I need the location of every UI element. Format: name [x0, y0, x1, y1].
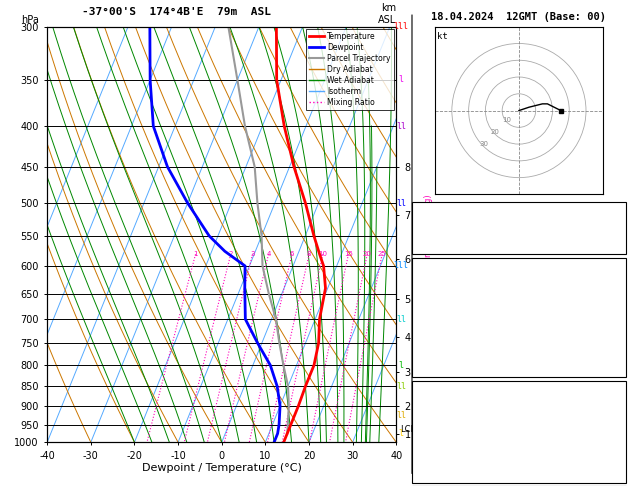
Text: Totals Totals: Totals Totals	[416, 221, 492, 231]
Text: ll: ll	[396, 199, 406, 208]
Text: 311: 311	[604, 310, 622, 320]
Text: © weatheronline.co.uk: © weatheronline.co.uk	[467, 471, 571, 480]
Text: 975: 975	[604, 399, 622, 410]
Text: lll: lll	[394, 22, 409, 31]
Text: Temp (°C): Temp (°C)	[416, 277, 469, 287]
Text: 2: 2	[228, 251, 233, 257]
X-axis label: Dewpoint / Temperature (°C): Dewpoint / Temperature (°C)	[142, 463, 302, 473]
Text: ll: ll	[396, 411, 406, 420]
Text: 2.24: 2.24	[599, 237, 622, 247]
Text: CAPE (J): CAPE (J)	[416, 343, 463, 353]
Text: l: l	[399, 75, 404, 85]
Text: ll: ll	[396, 382, 406, 391]
Text: PW (cm): PW (cm)	[416, 237, 457, 247]
Text: CIN (J): CIN (J)	[416, 466, 457, 476]
Text: Surface: Surface	[498, 260, 540, 271]
Text: Pressure (mb): Pressure (mb)	[416, 399, 492, 410]
Text: 30: 30	[479, 141, 488, 147]
Text: 12: 12	[610, 294, 622, 304]
Text: CIN (J): CIN (J)	[416, 360, 457, 370]
Text: lll: lll	[394, 261, 409, 270]
Text: 25: 25	[378, 251, 386, 257]
Text: K: K	[416, 204, 421, 214]
Text: 3: 3	[250, 251, 255, 257]
Text: Mixing Ratio (g/kg): Mixing Ratio (g/kg)	[424, 195, 433, 274]
Text: l: l	[399, 429, 404, 438]
Text: 0: 0	[616, 360, 622, 370]
Text: -37°00'S  174°4B'E  79m  ASL: -37°00'S 174°4B'E 79m ASL	[82, 7, 270, 17]
Legend: Temperature, Dewpoint, Parcel Trajectory, Dry Adiabat, Wet Adiabat, Isotherm, Mi: Temperature, Dewpoint, Parcel Trajectory…	[306, 29, 394, 109]
Text: 0: 0	[616, 466, 622, 476]
Text: Lifted Index: Lifted Index	[416, 433, 486, 443]
Text: Dewp (°C): Dewp (°C)	[416, 294, 469, 304]
Text: 18.04.2024  12GMT (Base: 00): 18.04.2024 12GMT (Base: 00)	[431, 12, 606, 22]
Text: 0: 0	[616, 343, 622, 353]
Text: hPa: hPa	[21, 15, 39, 25]
Text: θε(K): θε(K)	[416, 310, 445, 320]
Text: ll: ll	[396, 122, 406, 131]
Text: 312: 312	[604, 416, 622, 426]
Text: 10: 10	[503, 117, 511, 123]
Text: θε (K): θε (K)	[416, 416, 451, 426]
Text: 22: 22	[610, 204, 622, 214]
Text: 0: 0	[616, 449, 622, 459]
Text: 20: 20	[491, 129, 500, 135]
Text: LCL: LCL	[400, 425, 415, 434]
Text: 20: 20	[363, 251, 372, 257]
Text: 1: 1	[193, 251, 198, 257]
Text: 14.2: 14.2	[599, 277, 622, 287]
Text: Most Unstable: Most Unstable	[481, 383, 557, 393]
Text: 8: 8	[307, 251, 311, 257]
Text: ll: ll	[396, 314, 406, 324]
Text: CAPE (J): CAPE (J)	[416, 449, 463, 459]
Text: 4: 4	[266, 251, 270, 257]
Text: Lifted Index: Lifted Index	[416, 327, 486, 337]
Text: 45: 45	[610, 221, 622, 231]
Text: 10: 10	[318, 251, 327, 257]
Text: 15: 15	[344, 251, 353, 257]
Text: km
ASL: km ASL	[378, 3, 396, 25]
Text: kt: kt	[437, 32, 447, 41]
Text: 6: 6	[290, 251, 294, 257]
Text: 4: 4	[616, 327, 622, 337]
Text: l: l	[399, 361, 404, 370]
Text: 3: 3	[616, 433, 622, 443]
